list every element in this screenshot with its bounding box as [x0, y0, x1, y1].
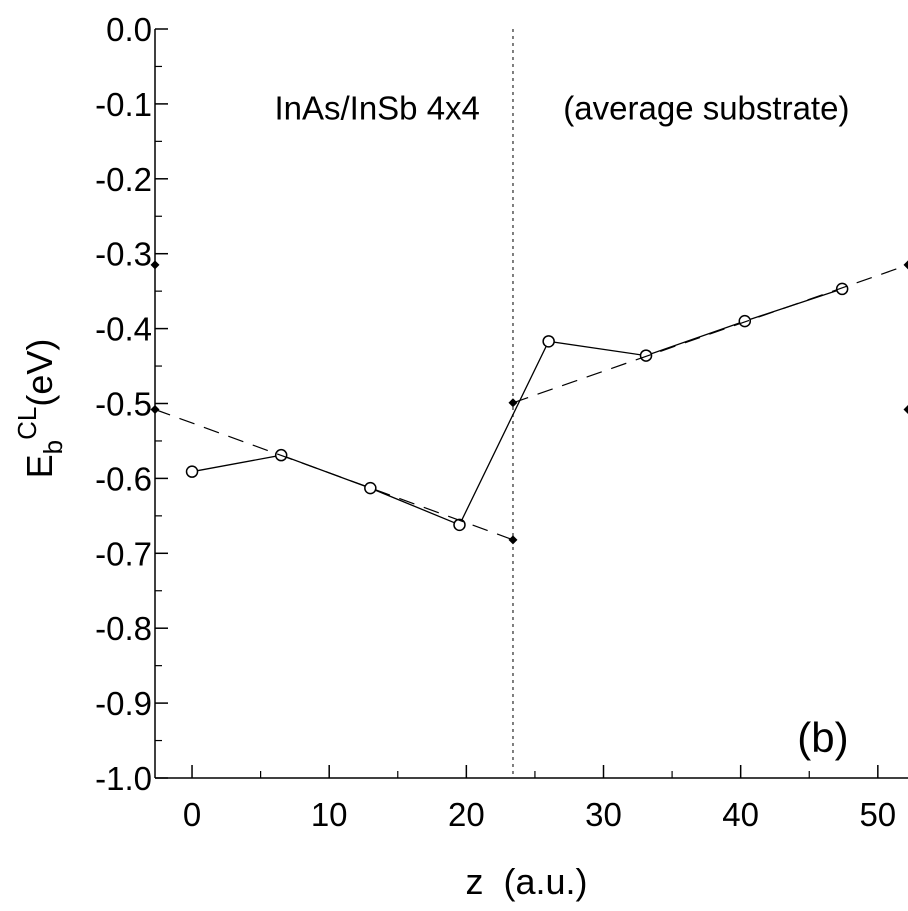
y-tick-label: -0.2 [95, 161, 152, 198]
x-tick-label: 10 [311, 796, 348, 833]
data-point [835, 282, 849, 296]
series-line [191, 288, 843, 526]
y-tick-label: -0.4 [95, 311, 152, 348]
data-point [185, 465, 199, 478]
labels: InAs/InSb 4x4 (average substrate) (b) z … [12, 90, 849, 902]
x-tick-label: 20 [448, 796, 485, 833]
average-line-2 [512, 264, 908, 404]
y-axis-label-sub: b [38, 440, 68, 454]
y-tick-label: -0.3 [95, 236, 152, 273]
diamond-marker [150, 404, 160, 414]
y-axis-label-sup: CL [12, 407, 42, 440]
average-line-1 [154, 408, 514, 541]
y-tick-label: -0.1 [95, 86, 152, 123]
diamond-marker [150, 260, 160, 270]
data-point [542, 335, 555, 348]
data-point [364, 481, 377, 495]
y-tick-label: -0.9 [95, 685, 152, 722]
x-tick-label: 0 [183, 796, 201, 833]
axes: 0.0 -0.1 -0.2 -0.3 -0.4 -0.5 -0.6 -0.7 -0.8 -0.9 -… [95, 11, 908, 833]
y-tick-label: -1.0 [95, 760, 152, 797]
y-axis-label-base: E [19, 454, 60, 478]
annotation-system: InAs/InSb 4x4 [274, 90, 479, 127]
x-tick-label: 30 [585, 796, 622, 833]
plot-area [150, 29, 908, 778]
diamond-marker [903, 404, 908, 414]
y-axis-label: EbCL(eV) [12, 339, 68, 479]
diamond-marker [508, 535, 518, 545]
panel-label: (b) [797, 714, 848, 761]
y-tick-label: -0.7 [95, 535, 152, 572]
x-tick-label: 50 [859, 796, 896, 833]
data-point [639, 349, 653, 362]
diamond-marker [508, 398, 518, 408]
x-tick-label: 40 [722, 796, 759, 833]
diamond-marker [903, 260, 908, 270]
data-point [738, 314, 752, 328]
y-tick-label: 0.0 [106, 11, 152, 48]
y-tick-label: -0.6 [95, 460, 152, 497]
y-tick-label: -0.5 [95, 386, 152, 423]
annotation-substrate: (average substrate) [563, 90, 849, 127]
y-axis-label-unit: (eV) [19, 339, 60, 407]
data-point [453, 518, 466, 532]
y-tick-label: -0.8 [95, 610, 152, 647]
x-axis-label: z (a.u.) [465, 861, 587, 902]
